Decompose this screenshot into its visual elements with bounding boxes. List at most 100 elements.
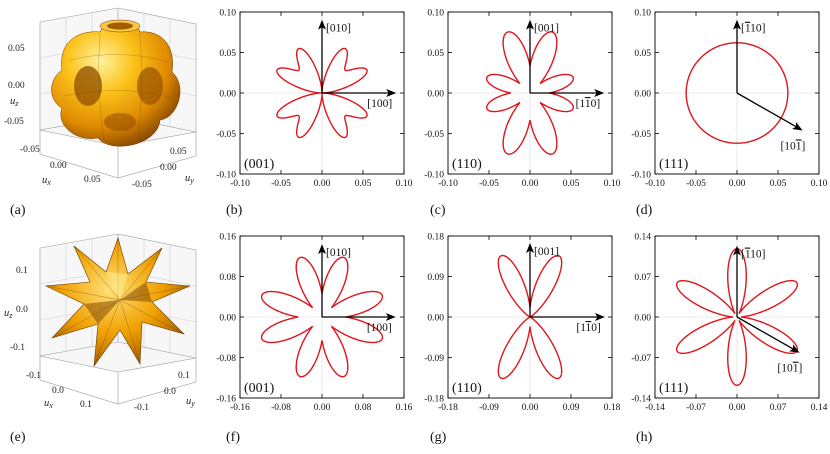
- plane-label: (001): [244, 157, 275, 172]
- direction-label-1: [100]: [367, 322, 392, 334]
- panel-label-b: (b): [226, 203, 243, 218]
- a-uy-u: u: [185, 173, 190, 184]
- plane-label: (111): [659, 381, 689, 396]
- a-uy-sub: y: [189, 176, 194, 185]
- curve-001: [260, 256, 384, 378]
- direction-label-1: [101]: [780, 140, 805, 152]
- y-tick-label: 0.18: [427, 233, 444, 243]
- y-tick-label: -0.08: [216, 354, 236, 364]
- y-tick-label: -0.10: [631, 171, 651, 181]
- x-tick-label: 0.18: [604, 403, 621, 413]
- y-tick-label: 0.00: [634, 90, 651, 100]
- y-tick-label: -0.14: [631, 395, 651, 405]
- plane-label: (110): [452, 381, 482, 396]
- chart-c: [001] [110] -0.10 -0.05 0.00 0.05 0.10 0.10 0.05…: [424, 9, 620, 190]
- x-tick-label: -0.05: [271, 179, 291, 189]
- polar-charts-group: [010] [100] -0.10 -0.05 0.00 0.05 0.10 0.10 0.05…: [216, 9, 827, 414]
- a-z-tick-1: 0.00: [8, 81, 25, 91]
- panel-label-g: (g): [430, 430, 447, 445]
- e-uz-label: uz: [4, 308, 13, 320]
- y-tick-label: 0.00: [634, 314, 651, 324]
- x-tick-label: 0.00: [522, 403, 539, 413]
- y-tick-label: 0.10: [219, 9, 236, 19]
- y-tick-label: -0.05: [424, 130, 444, 140]
- plane-label: (110): [452, 157, 482, 172]
- a-uy-label: uy: [185, 173, 194, 185]
- direction-label-1: [101]: [777, 363, 802, 375]
- e-y-tick-1: 0.0: [164, 387, 176, 397]
- x-tick-label: -0.10: [438, 179, 458, 189]
- panel-a-3d-surface: 0.05 0.00 -0.05 uz -0.05 0.00 0.05 ux 0.…: [4, 7, 197, 190]
- direction-label-1: [100]: [367, 98, 392, 110]
- panel-label-a: (a): [10, 203, 26, 218]
- y-tick-label: 0.14: [634, 233, 651, 243]
- y-tick-label: 0.05: [427, 49, 444, 59]
- x-tick-label: 0.09: [563, 403, 580, 413]
- y-tick-label: 0.16: [219, 233, 236, 243]
- direction-label-0: [010]: [326, 247, 351, 259]
- x-tick-label: 0.00: [522, 179, 539, 189]
- x-tick-label: 0.05: [770, 179, 787, 189]
- e-x-tick-1: 0.0: [52, 386, 64, 396]
- e-z-tick-2: -0.1: [10, 343, 25, 353]
- direction-label-0: [010]: [326, 23, 351, 35]
- y-tick-label: -0.16: [216, 395, 236, 405]
- y-tick-label: 0.09: [427, 273, 444, 283]
- x-tick-label: -0.14: [645, 403, 665, 413]
- direction-label-0: [001]: [534, 23, 559, 35]
- e-x-tick-2: 0.1: [80, 400, 92, 410]
- y-tick-label: -0.07: [631, 354, 651, 364]
- e-y-tick-0: 0.1: [178, 371, 190, 381]
- x-tick-label: 0.00: [314, 403, 331, 413]
- direction-label-1: [110]: [576, 322, 601, 334]
- a-z-tick-0: 0.05: [8, 44, 25, 54]
- plane-label: (111): [659, 157, 689, 172]
- y-tick-label: -0.05: [631, 130, 651, 140]
- x-tick-label: -0.07: [686, 403, 706, 413]
- x-tick-label: 0.10: [396, 179, 413, 189]
- direction-arrow-1: [736, 92, 803, 131]
- a-y-tick-2: -0.05: [132, 180, 152, 190]
- x-tick-label: 0.05: [355, 179, 372, 189]
- panel-label-e: (e): [10, 430, 26, 445]
- x-tick-label: -0.10: [230, 179, 250, 189]
- a-ux-label: ux: [42, 175, 51, 187]
- x-tick-label: 0.10: [811, 179, 828, 189]
- x-tick-label: -0.16: [230, 403, 250, 413]
- y-tick-label: -0.09: [424, 354, 444, 364]
- x-tick-label: 0.10: [604, 179, 621, 189]
- curve-110: [485, 31, 575, 155]
- direction-label-0: [110]: [741, 249, 766, 261]
- e-ux-sub: x: [48, 401, 53, 410]
- direction-label-0: [110]: [741, 23, 766, 35]
- y-tick-label: 0.07: [634, 273, 651, 283]
- direction-label-1: [110]: [576, 98, 601, 110]
- a-z-tick-2: -0.05: [4, 117, 24, 127]
- a-uz-label: uz: [10, 96, 19, 108]
- e-uz-u: u: [4, 308, 9, 319]
- y-tick-label: 0.05: [219, 49, 236, 59]
- e-x-tick-0: -0.1: [26, 371, 41, 381]
- x-tick-label: -0.09: [479, 403, 499, 413]
- panel-label-d: (d): [636, 203, 653, 218]
- x-tick-label: -0.10: [645, 179, 665, 189]
- x-tick-label: 0.08: [355, 403, 372, 413]
- a-x-tick-0: -0.05: [20, 145, 40, 155]
- y-tick-label: 0.05: [634, 49, 651, 59]
- chart-f: [010] [100] -0.16 -0.08 0.00 0.08 0.16 0.16 0.08…: [216, 233, 412, 414]
- x-tick-label: -0.08: [271, 403, 291, 413]
- e-uy-sub: y: [190, 399, 195, 408]
- y-tick-label: -0.18: [424, 395, 444, 405]
- curve-111: [675, 248, 799, 386]
- panel-label-h: (h): [636, 430, 653, 445]
- e-uy-u: u: [186, 396, 191, 407]
- e-z-tick-0: 0.1: [16, 266, 28, 276]
- e-z-tick-1: 0.0: [16, 305, 28, 315]
- curve-111: [685, 42, 789, 144]
- chart-h: [110] [101] -0.14 -0.07 0.00 0.07 0.14 0.14 0.07…: [631, 233, 827, 414]
- a-uz-sub: z: [14, 99, 19, 108]
- direction-label-0: [001]: [534, 246, 559, 258]
- y-tick-label: -0.10: [424, 171, 444, 181]
- e-uy-label: uy: [186, 396, 195, 408]
